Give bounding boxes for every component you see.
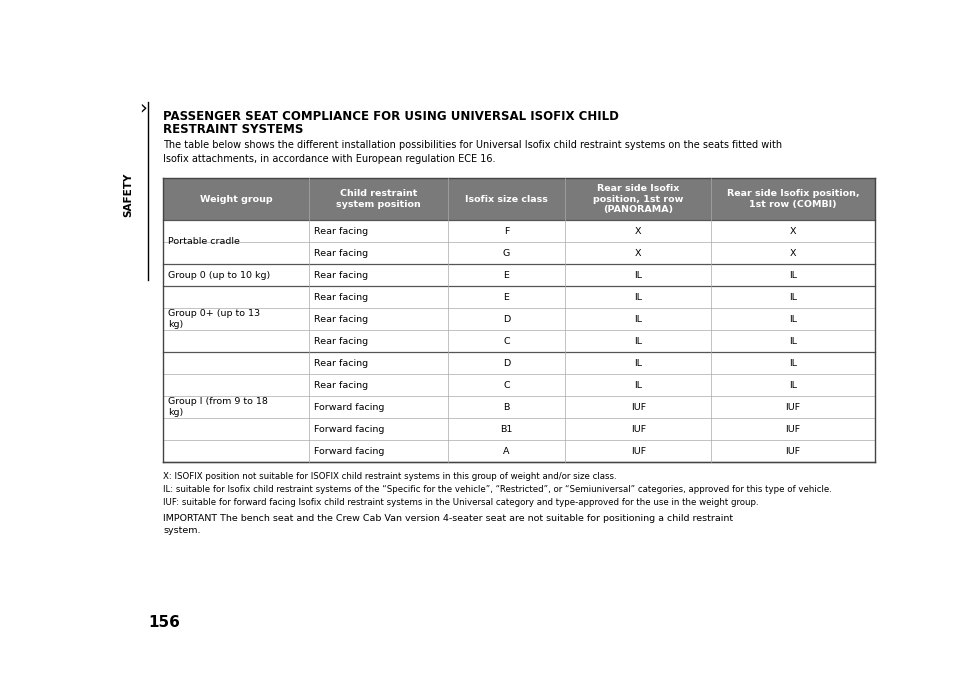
Text: IL: IL xyxy=(789,337,797,346)
Text: IL: suitable for Isofix child restraint systems of the “Specific for the vehicle: IL: suitable for Isofix child restraint … xyxy=(163,485,832,494)
Text: IL: IL xyxy=(789,293,797,301)
Text: The table below shows the different installation possibilities for Universal Iso: The table below shows the different inst… xyxy=(163,140,782,164)
Text: Isofix size class: Isofix size class xyxy=(465,194,548,204)
Text: X: X xyxy=(790,227,797,236)
Text: Forward facing: Forward facing xyxy=(314,403,384,411)
Text: D: D xyxy=(503,359,510,367)
Text: Group 0+ (up to 13
kg): Group 0+ (up to 13 kg) xyxy=(168,309,260,329)
Text: C: C xyxy=(503,380,510,390)
Text: Rear facing: Rear facing xyxy=(314,227,368,236)
Text: Group I (from 9 to 18
kg): Group I (from 9 to 18 kg) xyxy=(168,397,268,417)
Text: IL: IL xyxy=(789,314,797,323)
Text: Child restraint
system position: Child restraint system position xyxy=(336,189,420,209)
Text: Weight group: Weight group xyxy=(200,194,273,204)
Text: IUF: IUF xyxy=(631,447,646,456)
Text: IUF: IUF xyxy=(785,403,801,411)
Text: A: A xyxy=(503,447,510,456)
Text: 156: 156 xyxy=(148,615,180,630)
Text: Rear facing: Rear facing xyxy=(314,380,368,390)
Text: IL: IL xyxy=(789,380,797,390)
Text: IL: IL xyxy=(789,270,797,280)
Text: IL: IL xyxy=(635,314,642,323)
Text: SAFETY: SAFETY xyxy=(123,173,133,217)
Text: F: F xyxy=(504,227,509,236)
Text: RESTRAINT SYSTEMS: RESTRAINT SYSTEMS xyxy=(163,123,303,136)
Text: Rear side Isofix position,
1st row (COMBI): Rear side Isofix position, 1st row (COMB… xyxy=(727,189,859,209)
Text: IUF: IUF xyxy=(785,447,801,456)
Text: IUF: IUF xyxy=(631,403,646,411)
Text: B: B xyxy=(503,403,510,411)
Text: IUF: suitable for forward facing Isofix child restraint systems in the Universal: IUF: suitable for forward facing Isofix … xyxy=(163,498,758,507)
Text: E: E xyxy=(504,270,510,280)
Text: X: X xyxy=(790,249,797,257)
Text: IL: IL xyxy=(635,337,642,346)
Text: IL: IL xyxy=(635,380,642,390)
Text: Rear facing: Rear facing xyxy=(314,359,368,367)
Text: G: G xyxy=(503,249,510,257)
Text: D: D xyxy=(503,314,510,323)
Text: Rear facing: Rear facing xyxy=(314,270,368,280)
Text: IL: IL xyxy=(635,270,642,280)
Text: X: ISOFIX position not suitable for ISOFIX child restraint systems in this group: X: ISOFIX position not suitable for ISOF… xyxy=(163,472,616,481)
Bar xyxy=(163,178,875,220)
Text: IMPORTANT The bench seat and the Crew Cab Van version 4-seater seat are not suit: IMPORTANT The bench seat and the Crew Ca… xyxy=(163,514,733,535)
Text: Forward facing: Forward facing xyxy=(314,447,384,456)
Text: Rear facing: Rear facing xyxy=(314,249,368,257)
Text: IL: IL xyxy=(635,359,642,367)
Text: IL: IL xyxy=(635,293,642,301)
Text: Group 0 (up to 10 kg): Group 0 (up to 10 kg) xyxy=(168,270,271,280)
Text: IL: IL xyxy=(789,359,797,367)
Text: Forward facing: Forward facing xyxy=(314,424,384,433)
Text: Portable cradle: Portable cradle xyxy=(168,238,240,246)
Text: Rear facing: Rear facing xyxy=(314,337,368,346)
Text: Rear side Isofix
position, 1st row
(PANORAMA): Rear side Isofix position, 1st row (PANO… xyxy=(593,184,684,215)
Text: B1: B1 xyxy=(500,424,513,433)
Text: PASSENGER SEAT COMPLIANCE FOR USING UNIVERSAL ISOFIX CHILD: PASSENGER SEAT COMPLIANCE FOR USING UNIV… xyxy=(163,110,619,123)
Text: ›: › xyxy=(139,98,147,117)
Text: X: X xyxy=(635,249,641,257)
Text: X: X xyxy=(635,227,641,236)
Text: C: C xyxy=(503,337,510,346)
Text: IUF: IUF xyxy=(785,424,801,433)
Text: IUF: IUF xyxy=(631,424,646,433)
Text: E: E xyxy=(504,293,510,301)
Text: Rear facing: Rear facing xyxy=(314,293,368,301)
Text: Rear facing: Rear facing xyxy=(314,314,368,323)
